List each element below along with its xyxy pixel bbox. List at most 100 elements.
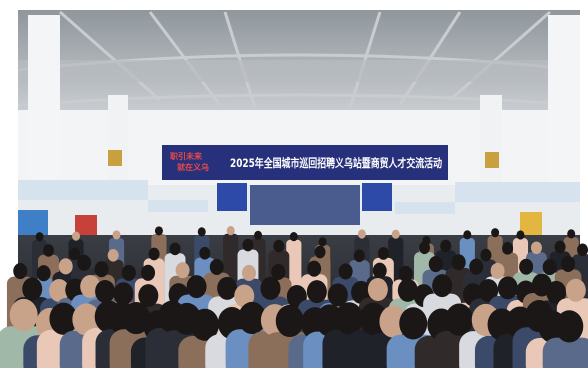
person-head <box>107 248 119 262</box>
banner-title: 2025年全国城市巡回招聘义乌站暨商贸人才交流活动 <box>230 156 442 170</box>
person-head <box>565 278 586 302</box>
banner-slogan: 就在义乌 <box>177 162 209 172</box>
screen <box>362 183 392 211</box>
person-head <box>502 242 514 255</box>
person-head <box>190 308 219 341</box>
person-head <box>94 261 109 278</box>
person-head <box>577 243 588 257</box>
person-head <box>238 301 267 335</box>
person-head <box>440 239 452 253</box>
person-head <box>13 263 28 280</box>
person-head <box>72 303 101 336</box>
person-head <box>432 274 453 298</box>
person-head <box>36 265 51 282</box>
person-head <box>399 307 428 340</box>
person-head <box>77 254 92 271</box>
person-head <box>377 247 389 260</box>
person-head <box>242 238 254 252</box>
person-head <box>372 262 387 279</box>
person-head <box>148 247 160 261</box>
beam <box>18 60 580 82</box>
person-head <box>49 278 70 302</box>
person-head <box>497 276 518 300</box>
person-head <box>391 229 400 239</box>
person-head <box>49 302 78 335</box>
person-head <box>9 298 38 332</box>
person-head <box>122 301 151 335</box>
person-head <box>314 245 326 259</box>
person-head <box>95 279 116 303</box>
pillar <box>28 15 60 185</box>
booth-header <box>455 182 580 202</box>
person-head <box>271 263 286 281</box>
pillar <box>548 15 580 190</box>
person-head <box>490 262 505 279</box>
person-head <box>72 231 81 241</box>
pillar <box>480 95 502 190</box>
person-head <box>567 229 576 239</box>
person-head <box>480 248 492 262</box>
person-head <box>69 247 81 261</box>
person-head <box>242 264 257 282</box>
person-head <box>154 226 163 236</box>
person-head <box>463 230 472 240</box>
person-head <box>260 276 281 300</box>
person-head <box>397 278 418 302</box>
person-head <box>307 260 322 277</box>
person-head <box>428 255 443 273</box>
banner-slogan: 职引未来 <box>170 151 203 161</box>
person-head <box>58 258 73 275</box>
person-head <box>226 226 235 236</box>
person-head <box>169 242 181 256</box>
person-head <box>141 264 156 281</box>
person-head <box>353 249 365 263</box>
person-head <box>357 229 366 239</box>
person-head <box>186 275 207 299</box>
person-head <box>289 232 298 242</box>
person-head <box>22 277 43 301</box>
person-head <box>217 276 238 300</box>
person-head <box>338 263 353 280</box>
person-head <box>306 280 327 304</box>
person-head <box>469 258 484 275</box>
screen <box>217 183 247 211</box>
person-head <box>418 241 430 255</box>
person-head <box>175 262 190 279</box>
person-body <box>542 337 588 368</box>
banner <box>162 145 448 180</box>
person-head <box>478 279 499 303</box>
person-head <box>43 244 55 257</box>
person-head <box>554 240 566 254</box>
person-head <box>516 230 525 240</box>
person-head <box>398 265 413 282</box>
pillar <box>108 95 128 190</box>
person-head <box>445 303 474 336</box>
person-head <box>199 246 211 260</box>
person-head <box>113 282 134 306</box>
led-screen <box>250 185 360 225</box>
booth-header <box>18 180 148 200</box>
person-head <box>542 258 557 276</box>
person-head <box>209 258 224 276</box>
person-head <box>327 283 348 307</box>
pillar-sign <box>108 150 122 166</box>
person-head <box>519 258 534 275</box>
booth-header <box>395 202 455 214</box>
person-head <box>561 255 576 273</box>
person-head <box>35 232 44 242</box>
person-head <box>273 239 285 253</box>
crowd <box>0 226 588 368</box>
person-head <box>335 302 364 335</box>
person-head <box>530 241 542 255</box>
person-head <box>555 310 584 343</box>
person-head <box>138 284 159 308</box>
person-head <box>491 228 500 238</box>
person-head <box>275 304 304 338</box>
person-head <box>546 280 567 304</box>
person-head <box>112 230 121 240</box>
booth-header <box>148 200 208 212</box>
person-head <box>197 227 206 237</box>
person-head <box>367 278 388 302</box>
pillar-sign <box>485 152 499 168</box>
